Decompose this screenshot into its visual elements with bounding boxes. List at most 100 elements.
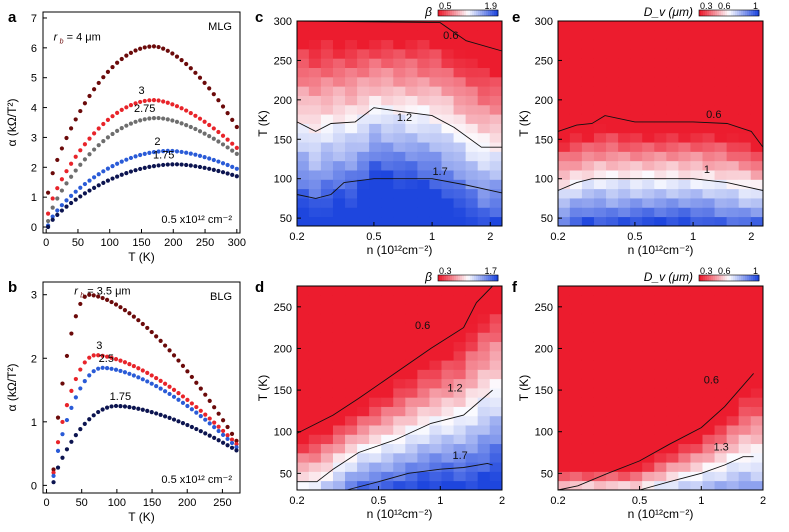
heatmap-cell xyxy=(581,415,595,426)
heatmap-cell xyxy=(630,95,643,106)
heatmap-cell xyxy=(369,20,382,31)
heatmap-cell xyxy=(581,179,595,190)
heatmap-cell xyxy=(738,104,752,115)
heatmap-cell xyxy=(593,443,607,454)
heatmap-cell xyxy=(714,151,728,162)
heatmap-cell xyxy=(477,132,491,143)
heatmap-cell xyxy=(381,48,394,59)
heatmap-cell xyxy=(714,434,728,445)
data-point xyxy=(202,119,207,124)
heatmap-cell xyxy=(453,169,467,180)
x-tick-label: 2 xyxy=(748,231,754,243)
contour-lines: 0.61.3 xyxy=(557,373,754,491)
heatmap-cell xyxy=(320,141,334,152)
data-point xyxy=(122,360,128,365)
heatmap-cell xyxy=(702,216,716,227)
heatmap-cell xyxy=(726,113,740,124)
data-point xyxy=(101,180,106,186)
contour-line xyxy=(639,456,754,491)
colorbar: 0.3 1.7β xyxy=(424,266,499,284)
heatmap-cell xyxy=(581,471,595,482)
data-point xyxy=(165,148,170,153)
heatmap-cell xyxy=(750,415,764,426)
data-point xyxy=(216,129,221,135)
heatmap-cell xyxy=(477,113,491,124)
heatmap-cell xyxy=(405,350,418,361)
contour-line xyxy=(346,462,493,491)
x-tick-label: 2 xyxy=(760,495,766,507)
heatmap-cell xyxy=(381,95,394,106)
x-tick-label: 1 xyxy=(690,231,696,243)
heatmap-cell xyxy=(417,169,431,180)
heatmap-cell xyxy=(477,332,491,343)
heatmap-cell xyxy=(750,350,764,361)
heatmap-cell xyxy=(441,285,455,296)
y-tick-label: 250 xyxy=(535,55,553,67)
heatmap-cell xyxy=(654,169,667,180)
data-point xyxy=(104,405,110,410)
heatmap-cell xyxy=(606,104,619,115)
heatmap-cell xyxy=(369,169,382,180)
heatmap-cell xyxy=(345,461,358,472)
heatmap-cell xyxy=(690,378,704,389)
heatmap-cell xyxy=(369,30,382,41)
heatmap-cell xyxy=(357,285,370,296)
contour-label: 1.7 xyxy=(453,450,468,462)
heatmap-cell xyxy=(606,58,619,68)
heatmap-cell xyxy=(702,169,716,180)
colorbar: 0.3 0.6 1D_v (μm) xyxy=(644,1,760,19)
data-point xyxy=(188,110,193,116)
heatmap-cell xyxy=(606,295,619,305)
heatmap-cell xyxy=(477,350,491,361)
heatmap-cell xyxy=(738,461,752,472)
heatmap-cell xyxy=(308,76,322,87)
heatmap-cell xyxy=(441,95,455,106)
heatmap-cell xyxy=(750,188,764,199)
heatmap-cell xyxy=(453,104,467,115)
heatmap-cell xyxy=(332,151,346,162)
heatmap-cell xyxy=(630,378,643,389)
heatmap-cell xyxy=(381,443,394,454)
heatmap-cell xyxy=(726,132,740,143)
heatmap-cell xyxy=(642,197,655,208)
heatmap-cell xyxy=(581,387,595,398)
heatmap-cell xyxy=(441,188,455,199)
heatmap-cell xyxy=(357,304,370,315)
data-point xyxy=(158,412,163,417)
heatmap-cell xyxy=(714,322,728,333)
heatmap-cell xyxy=(654,452,667,463)
heatmap-cell xyxy=(606,313,619,324)
y-tick-label: 100 xyxy=(535,174,553,186)
heatmap-cell xyxy=(453,322,467,333)
data-point xyxy=(100,353,105,358)
data-point xyxy=(234,151,239,156)
data-point xyxy=(119,172,124,177)
data-point xyxy=(140,407,145,412)
heatmap-cell xyxy=(557,313,571,324)
heatmap-cell xyxy=(642,332,655,343)
heatmap-cell xyxy=(642,443,655,454)
heatmap-cell xyxy=(690,207,704,218)
heatmap-cell xyxy=(477,461,491,472)
x-tick-label: 100 xyxy=(108,497,126,509)
data-point xyxy=(220,170,226,175)
heatmap-cell xyxy=(654,86,667,96)
data-point xyxy=(225,145,230,150)
data-point xyxy=(138,46,143,51)
heatmap-cell xyxy=(489,415,503,426)
heatmap-cell xyxy=(618,313,631,324)
heatmap-cell xyxy=(581,322,595,333)
heatmap-cell xyxy=(489,480,503,491)
heatmap-cell xyxy=(441,179,455,190)
data-point xyxy=(109,404,114,409)
x-tick-label: 150 xyxy=(132,237,150,249)
colorbar-swatch xyxy=(450,10,453,16)
heatmap-cell xyxy=(429,434,443,445)
data-point xyxy=(55,157,60,163)
heatmap-cell xyxy=(357,123,370,134)
heatmap-cell xyxy=(441,104,455,115)
heatmap-cell xyxy=(738,58,752,68)
colorbar-swatch xyxy=(731,275,734,281)
rb-subscript: b xyxy=(60,38,64,45)
heatmap-cell xyxy=(345,350,358,361)
